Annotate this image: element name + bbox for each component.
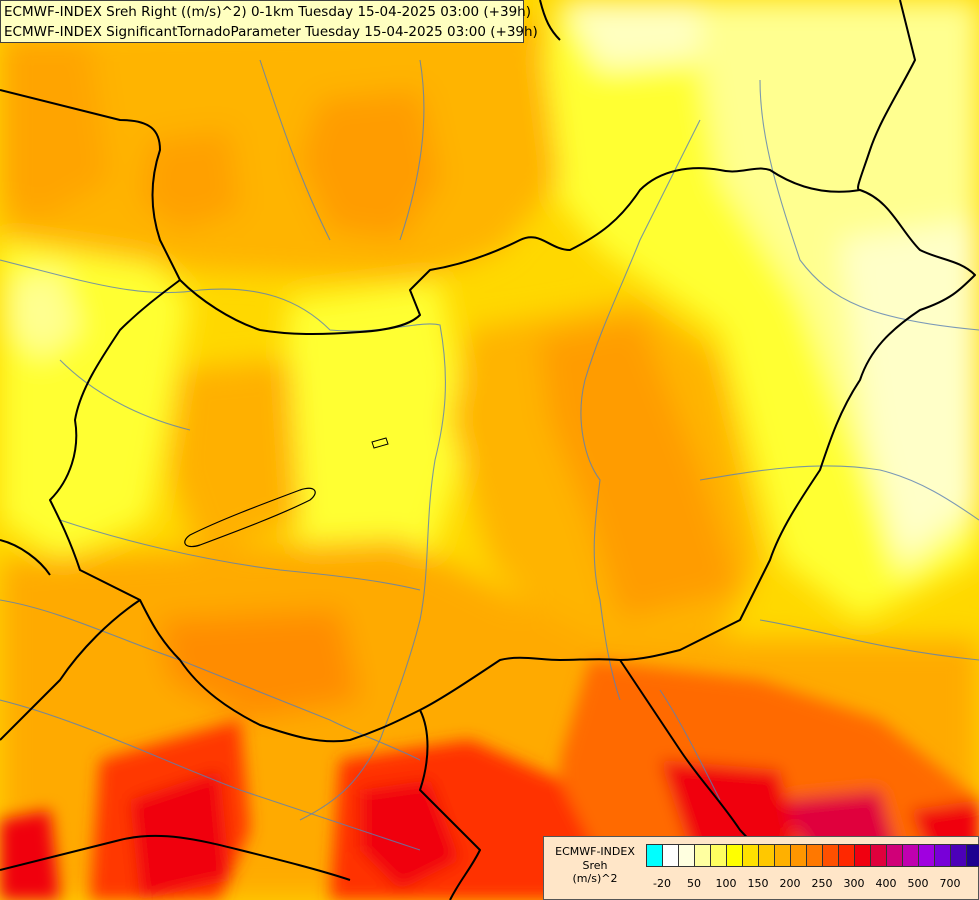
legend-swatch (791, 845, 807, 866)
river-tisza (580, 119, 701, 701)
field-ne-corner-pale (560, 0, 700, 70)
field-west-orange (170, 360, 300, 560)
legend-title-line-3: (m/s)^2 (572, 872, 618, 885)
title-line-2: ECMWF-INDEX SignificantTornadoParameter … (4, 24, 538, 40)
legend-swatch (775, 845, 791, 866)
legend-swatch (823, 845, 839, 866)
legend-swatch (711, 845, 727, 866)
map-title-box: ECMWF-INDEX Sreh Right ((m/s)^2) 0-1km T… (0, 0, 538, 43)
legend-tick-label: 200 (779, 877, 801, 890)
legend-title-line-1: ECMWF-INDEX (555, 845, 635, 858)
border-south (419, 709, 481, 900)
legend-swatch (839, 845, 855, 866)
river-morava (659, 689, 721, 801)
field-west-pale (10, 270, 80, 360)
legend-tick-label: 50 (687, 877, 701, 890)
rivers (0, 59, 979, 851)
legend-swatch (919, 845, 935, 866)
river-northeast (759, 79, 979, 331)
legend-swatch (871, 845, 887, 866)
river-sw (59, 519, 421, 591)
legend-swatch (759, 845, 775, 866)
legend-swatch (935, 845, 951, 866)
border-northeast (539, 0, 916, 191)
legend-swatch (663, 845, 679, 866)
lake-small (371, 437, 389, 449)
legend-swatch (903, 845, 919, 866)
field-far-east-pale (840, 220, 979, 560)
legend-swatch (727, 845, 743, 866)
field-sw-red-core (130, 770, 230, 900)
border-sw-lower (0, 834, 351, 881)
legend-tick-label: 100 (715, 877, 737, 890)
legend-tick-label: 700 (939, 877, 961, 890)
field-north-core-west (140, 130, 240, 230)
field-central-core (540, 320, 740, 620)
field-north-core (300, 90, 440, 240)
field-nw-orange (0, 40, 110, 220)
river-sava (0, 699, 421, 851)
legend-tick-label: 250 (811, 877, 833, 890)
color-legend: ECMWF-INDEX Sreh (m/s)^2 -20 50 100 150 200 2… (543, 836, 979, 900)
river-west (59, 359, 191, 431)
legend-swatch (647, 845, 663, 866)
legend-title-line-2: Sreh (582, 858, 608, 872)
legend-swatch (743, 845, 759, 866)
legend-title: ECMWF-INDEX Sreh (m/s)^2 (544, 845, 646, 886)
lake-balaton (184, 487, 316, 548)
river-north-2 (399, 59, 425, 241)
legend-tick-label: 150 (747, 877, 769, 890)
field-north-orange (0, 20, 560, 280)
legend-swatch (679, 845, 695, 866)
legend-tick-label: 400 (875, 877, 897, 890)
legend-swatches (646, 844, 979, 867)
legend-swatch (695, 845, 711, 866)
field-center-yellow (280, 280, 470, 590)
legend-swatch (951, 845, 967, 866)
legend-swatch (967, 845, 979, 866)
river-north-1 (259, 59, 331, 241)
river-east (699, 465, 979, 521)
field-far-sw-red (0, 810, 60, 900)
river-danube (0, 259, 446, 821)
legend-tick-label: -20 (653, 877, 671, 890)
border-north (0, 89, 181, 281)
legend-swatch (855, 845, 871, 866)
border-south-west (0, 539, 141, 741)
river-southeast (759, 619, 979, 661)
legend-tick-label: 300 (843, 877, 865, 890)
legend-swatch (887, 845, 903, 866)
title-line-1: ECMWF-INDEX Sreh Right ((m/s)^2) 0-1km T… (4, 4, 531, 20)
field-south-red-core (360, 780, 460, 890)
legend-tick-label: 500 (907, 877, 929, 890)
legend-swatch (807, 845, 823, 866)
